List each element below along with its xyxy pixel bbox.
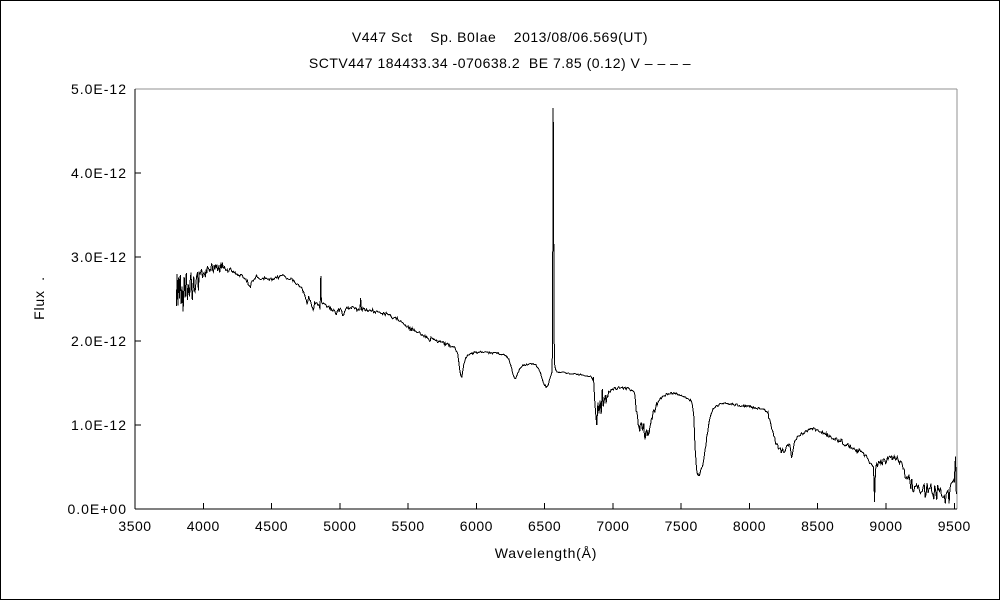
x-tick-label: 3500 (118, 518, 152, 534)
x-tick-label: 4000 (186, 518, 220, 534)
x-tick-label: 5000 (323, 518, 357, 534)
x-tick-label: 6500 (528, 518, 562, 534)
x-axis-title: Wavelength(Å) (494, 545, 598, 561)
x-tick-label: 7500 (664, 518, 698, 534)
x-tick-label: 6000 (459, 518, 493, 534)
x-tick-label: 9500 (937, 518, 971, 534)
y-tick-label: 2.0E-12 (70, 333, 127, 349)
x-tick-label: 9000 (869, 518, 903, 534)
chart-title: V447 Sct Sp. B0Iae 2013/08/06.569(UT) (351, 29, 649, 45)
y-tick-label: 3.0E-12 (70, 249, 127, 265)
axis-ticks (135, 172, 955, 509)
y-tick-label: 1.0E-12 (70, 417, 127, 433)
y-tick-label: 4.0E-12 (70, 165, 127, 181)
x-tick-label: 8500 (801, 518, 835, 534)
spectrum-line (175, 107, 957, 504)
y-tick-label: 5.0E-12 (70, 81, 127, 97)
x-tick-label: 4500 (254, 518, 289, 534)
y-tick-label: 0.0E+00 (67, 501, 127, 517)
y-axis-title: Flux . (31, 276, 47, 320)
x-tick-label: 5500 (391, 518, 425, 534)
x-tick-label: 7000 (596, 518, 630, 534)
chart-subtitle: SCTV447 184433.34 -070638.2 BE 7.85 (0.1… (308, 55, 692, 71)
x-tick-label: 8000 (732, 518, 767, 534)
